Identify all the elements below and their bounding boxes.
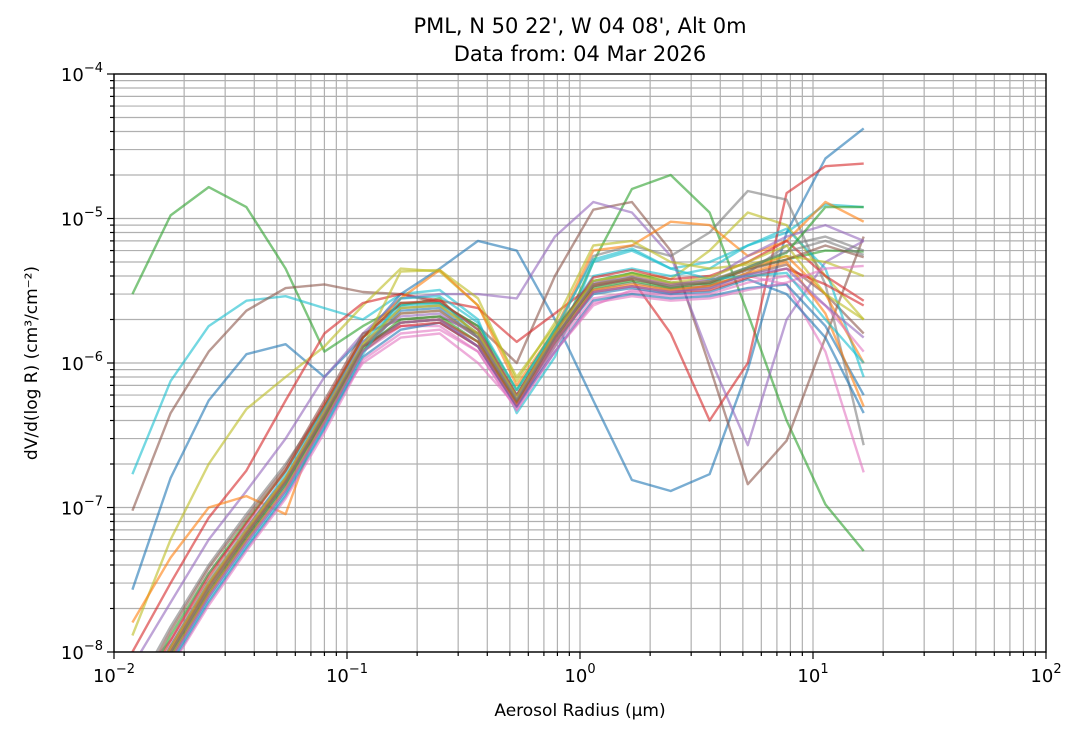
y-tick-label: 10−6 <box>61 350 103 375</box>
y-tick-label-exponent: −4 <box>84 61 103 76</box>
x-tick-label-base: 10 <box>1030 666 1053 687</box>
x-tick-label: 10−2 <box>93 662 135 687</box>
y-tick-label-exponent: −7 <box>84 495 103 510</box>
y-tick-labels: 10−810−710−610−510−4 <box>61 61 103 664</box>
x-tick-label-base: 10 <box>564 666 587 687</box>
chart-title: PML, N 50 22', W 04 08', Alt 0m <box>413 14 746 38</box>
series-line-s3 <box>131 127 865 591</box>
y-tick-label-exponent: −8 <box>84 639 103 654</box>
axis-ticks <box>107 73 1047 659</box>
y-tick-label: 10−4 <box>61 61 103 86</box>
y-tick-label-base: 10 <box>61 210 84 231</box>
chart-subtitle: Data from: 04 Mar 2026 <box>454 42 707 66</box>
x-tick-label: 10−1 <box>326 662 368 687</box>
y-tick-label-base: 10 <box>61 354 84 375</box>
series-line-s29 <box>169 239 865 652</box>
y-tick-label-exponent: −6 <box>84 350 103 365</box>
series-line-s7 <box>139 200 865 652</box>
x-tick-label-exponent: −1 <box>349 662 368 677</box>
x-tick-label: 102 <box>1030 662 1061 687</box>
x-axis-label: Aerosol Radius (μm) <box>494 701 665 721</box>
y-tick-label-exponent: −5 <box>84 206 103 221</box>
x-tick-label-exponent: 2 <box>1053 662 1061 677</box>
x-tick-label-exponent: 1 <box>820 662 828 677</box>
y-axis-label: dV/d(log R) (cm³/cm⁻²) <box>22 266 42 460</box>
x-tick-label-base: 10 <box>326 666 349 687</box>
y-tick-label-base: 10 <box>61 499 84 520</box>
y-tick-label: 10−8 <box>61 639 103 664</box>
x-tick-label: 100 <box>564 662 595 687</box>
y-tick-label-base: 10 <box>61 65 84 86</box>
y-tick-label: 10−7 <box>61 495 103 520</box>
series-line-s30 <box>174 267 865 652</box>
series-line-s28 <box>178 264 864 652</box>
series-line-s6 <box>131 162 864 652</box>
y-tick-label: 10−5 <box>61 206 103 231</box>
x-tick-labels: 10−2 10−1 100 101 102 <box>93 662 1062 687</box>
series-line-s27 <box>166 244 865 652</box>
data-series-group <box>131 127 865 652</box>
y-tick-label-base: 10 <box>61 643 84 664</box>
series-line-s9 <box>131 200 865 624</box>
x-tick-label-exponent: −2 <box>116 662 135 677</box>
x-tick-label-exponent: 0 <box>587 662 595 677</box>
x-tick-label-base: 10 <box>797 666 820 687</box>
x-tick-label-base: 10 <box>93 666 116 687</box>
x-tick-label: 101 <box>797 662 828 687</box>
